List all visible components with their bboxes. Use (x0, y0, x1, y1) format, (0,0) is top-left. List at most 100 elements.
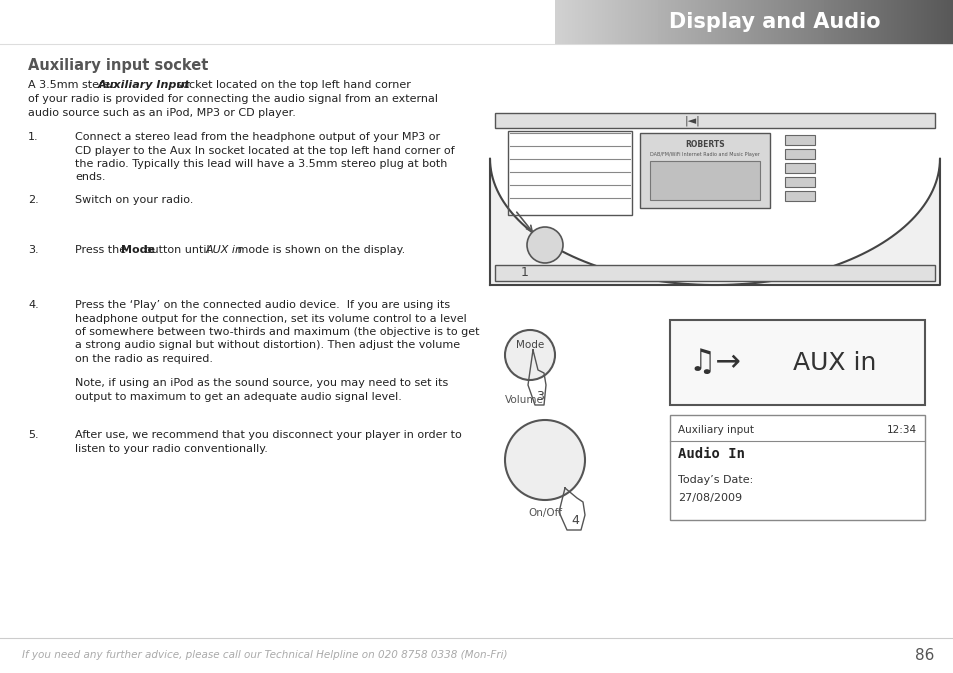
Bar (575, 0, 578, 44)
Bar (687, 0, 691, 44)
Text: 86: 86 (914, 647, 933, 662)
Bar (740, 0, 744, 44)
Bar (814, 0, 818, 44)
Bar (784, 149, 814, 159)
Text: Today’s Date:: Today’s Date: (678, 475, 753, 485)
Bar (743, 0, 747, 44)
Bar (658, 0, 661, 44)
Bar (840, 0, 844, 44)
Text: AUX in: AUX in (206, 245, 243, 255)
Text: of your radio is provided for connecting the audio signal from an external: of your radio is provided for connecting… (28, 94, 437, 104)
Text: Audio In: Audio In (678, 447, 744, 461)
Bar (933, 0, 937, 44)
Bar (691, 0, 695, 44)
Text: If you need any further advice, please call our Technical Helpline on 020 8758 0: If you need any further advice, please c… (22, 650, 507, 660)
Bar (794, 0, 798, 44)
Bar (903, 0, 907, 44)
Bar (561, 0, 565, 44)
Bar (906, 0, 910, 44)
Bar (784, 190, 814, 201)
Bar (654, 0, 658, 44)
Bar (767, 0, 771, 44)
Bar (837, 0, 841, 44)
Text: Auxiliary Input: Auxiliary Input (97, 80, 190, 90)
Bar (857, 0, 861, 44)
Text: Auxiliary input socket: Auxiliary input socket (28, 58, 208, 73)
Bar (595, 0, 598, 44)
Text: ends.: ends. (75, 172, 106, 182)
Text: 2.: 2. (28, 195, 39, 205)
Text: output to maximum to get an adequate audio signal level.: output to maximum to get an adequate aud… (75, 392, 401, 402)
Text: 5.: 5. (28, 430, 38, 440)
Bar (588, 0, 592, 44)
Bar (920, 0, 923, 44)
Bar (801, 0, 804, 44)
Text: AUX in: AUX in (793, 351, 876, 374)
Bar (886, 0, 890, 44)
Bar (810, 0, 814, 44)
Bar (620, 0, 624, 44)
Text: audio source such as an iPod, MP3 or CD player.: audio source such as an iPod, MP3 or CD … (28, 108, 295, 118)
Bar (694, 0, 698, 44)
Bar (680, 0, 684, 44)
Bar (647, 0, 651, 44)
Bar (564, 0, 568, 44)
Text: the radio. Typically this lead will have a 3.5mm stereo plug at both: the radio. Typically this lead will have… (75, 159, 447, 169)
Bar (614, 0, 618, 44)
Bar (784, 162, 814, 172)
Bar (770, 0, 774, 44)
Bar (923, 0, 927, 44)
Bar (581, 0, 585, 44)
Bar (700, 0, 704, 44)
Text: socket located on the top left hand corner: socket located on the top left hand corn… (172, 80, 411, 90)
Text: 27/08/2009: 27/08/2009 (678, 493, 741, 503)
Bar (730, 0, 734, 44)
Bar (843, 0, 847, 44)
Bar (877, 0, 881, 44)
Text: a strong audio signal but without distortion). Then adjust the volume: a strong audio signal but without distor… (75, 341, 459, 351)
Text: DAB/FM/WiFi Internet Radio and Music Player: DAB/FM/WiFi Internet Radio and Music Pla… (649, 152, 760, 157)
Bar (634, 0, 638, 44)
Bar (698, 0, 701, 44)
Bar (866, 0, 870, 44)
Bar (754, 0, 758, 44)
Bar (639, 133, 769, 207)
Bar (664, 0, 668, 44)
Text: mode is shown on the display.: mode is shown on the display. (233, 245, 405, 255)
Bar (873, 0, 877, 44)
Bar (601, 0, 605, 44)
Text: Volume: Volume (504, 395, 543, 405)
Text: 1: 1 (520, 267, 528, 279)
Bar (850, 0, 854, 44)
Bar (591, 0, 595, 44)
Bar (900, 0, 903, 44)
Bar (747, 0, 751, 44)
Bar (757, 0, 760, 44)
Text: 3.: 3. (28, 245, 38, 255)
Text: Press the: Press the (75, 245, 130, 255)
Bar (624, 0, 628, 44)
Bar (807, 0, 811, 44)
Bar (783, 0, 787, 44)
Bar (584, 0, 588, 44)
Bar (604, 0, 608, 44)
Bar (797, 0, 801, 44)
Bar (644, 0, 648, 44)
Bar (830, 0, 834, 44)
Text: 4: 4 (571, 513, 578, 526)
Bar (870, 0, 874, 44)
Bar (823, 0, 827, 44)
Bar (926, 0, 930, 44)
Text: Auxiliary input: Auxiliary input (678, 425, 753, 435)
Bar (890, 0, 894, 44)
Text: Note, if using an iPod as the sound source, you may need to set its: Note, if using an iPod as the sound sour… (75, 378, 448, 388)
Bar (821, 0, 824, 44)
Text: 4.: 4. (28, 300, 39, 310)
Text: on the radio as required.: on the radio as required. (75, 354, 213, 364)
Text: of somewhere between two-thirds and maximum (the objective is to get: of somewhere between two-thirds and maxi… (75, 327, 479, 337)
Text: headphone output for the connection, set its volume control to a level: headphone output for the connection, set… (75, 314, 466, 324)
Text: ♫→: ♫→ (688, 348, 740, 377)
Bar (883, 0, 887, 44)
Bar (777, 0, 781, 44)
Text: Mode: Mode (121, 245, 155, 255)
